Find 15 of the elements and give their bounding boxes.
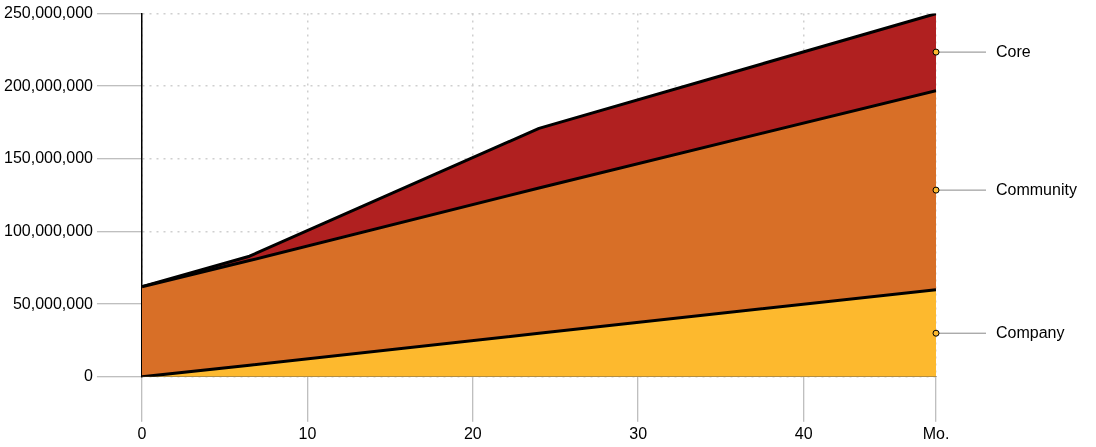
y-tick-label: 250,000,000 xyxy=(3,4,94,22)
y-tick-label: 50,000,000 xyxy=(12,294,94,312)
text: Community xyxy=(996,180,1077,198)
y-tick-label: 100,000,000 xyxy=(3,221,94,239)
x-tick-label: 40 xyxy=(794,424,813,442)
x-tick-label: 0 xyxy=(137,424,147,442)
x-tick-label: 10 xyxy=(298,424,317,442)
y-tick-label: 200,000,000 xyxy=(3,76,94,94)
x-tick-label: 20 xyxy=(463,424,482,442)
text: Core xyxy=(996,42,1031,60)
text: Company xyxy=(996,323,1065,341)
x-tick-label: Mo. xyxy=(922,424,950,442)
y-tick-label: 0 xyxy=(84,367,94,385)
y-tick-label: 150,000,000 xyxy=(3,149,94,167)
x-tick-label: 30 xyxy=(629,424,648,442)
